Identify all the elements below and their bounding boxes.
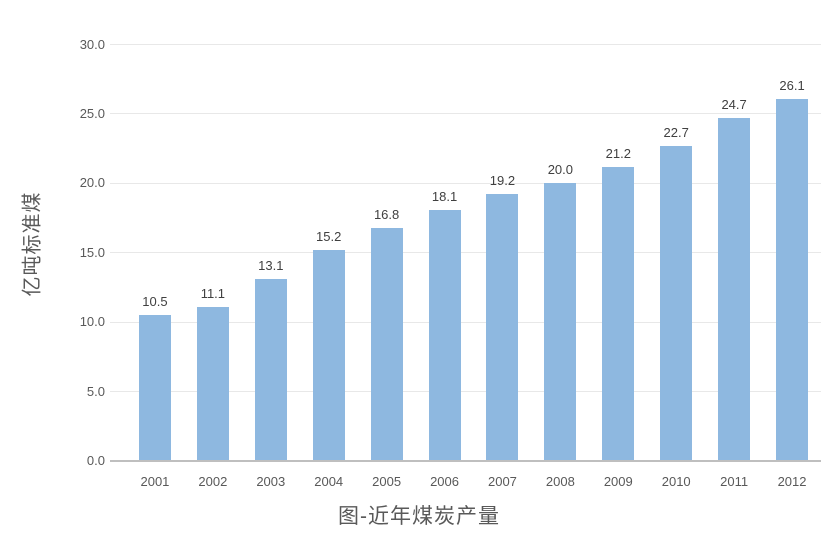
x-tick-label: 2008 bbox=[545, 474, 575, 489]
x-tick-label: 2002 bbox=[198, 474, 228, 489]
gridline bbox=[110, 113, 821, 115]
bar-value-label: 26.1 bbox=[779, 77, 805, 93]
gridline bbox=[110, 44, 821, 45]
x-tick-label: 2010 bbox=[661, 474, 691, 489]
bar-value-label: 15.2 bbox=[316, 228, 342, 244]
gridline bbox=[110, 252, 821, 254]
x-tick-label: 2009 bbox=[603, 474, 633, 489]
bar bbox=[370, 227, 403, 461]
bar bbox=[486, 194, 519, 461]
x-tick-label: 2012 bbox=[777, 474, 807, 489]
bar-value-label: 19.2 bbox=[489, 173, 516, 189]
y-tick-label: 15.0 bbox=[79, 244, 105, 260]
bar-value-label: 24.7 bbox=[721, 97, 747, 113]
bar bbox=[718, 118, 751, 461]
bar-value-label: 16.8 bbox=[373, 206, 400, 222]
gridline bbox=[110, 391, 821, 393]
bar-value-label: 10.5 bbox=[142, 294, 168, 310]
y-tick-label: 5.0 bbox=[86, 383, 105, 399]
bar-value-label: 18.1 bbox=[431, 188, 458, 204]
bar bbox=[254, 279, 287, 461]
bar bbox=[196, 306, 229, 461]
y-tick-label: 10.0 bbox=[79, 314, 105, 330]
y-tick-label: 30.0 bbox=[79, 36, 105, 52]
x-tick-label: 2007 bbox=[487, 474, 517, 489]
bar bbox=[544, 183, 577, 461]
x-tick-label: 2005 bbox=[372, 474, 402, 489]
bar-value-label: 13.1 bbox=[258, 258, 284, 274]
bar-value-label: 21.2 bbox=[605, 145, 631, 161]
bar bbox=[428, 209, 461, 461]
gridline bbox=[110, 182, 821, 184]
x-tick-label: 2004 bbox=[314, 474, 344, 489]
bar bbox=[776, 98, 809, 461]
bar-value-label: 22.7 bbox=[663, 124, 689, 140]
bar-value-label: 20.0 bbox=[547, 162, 574, 178]
bar bbox=[602, 166, 635, 461]
chart-title: 图-近年煤炭产量 bbox=[338, 505, 500, 528]
bar bbox=[138, 315, 171, 461]
x-tick-label: 2011 bbox=[720, 474, 749, 489]
x-tick-label: 2001 bbox=[140, 474, 170, 489]
x-tick-label: 2006 bbox=[430, 474, 459, 489]
bar-value-label: 11.1 bbox=[200, 285, 226, 301]
y-tick-label: 0.0 bbox=[86, 453, 105, 468]
y-tick-label: 20.0 bbox=[79, 175, 105, 191]
bar bbox=[312, 249, 345, 461]
gridline bbox=[110, 321, 821, 323]
y-tick-label: 25.0 bbox=[79, 105, 105, 121]
x-tick-label: 2003 bbox=[256, 474, 286, 489]
x-axis-line bbox=[110, 460, 821, 462]
bar bbox=[660, 145, 693, 461]
